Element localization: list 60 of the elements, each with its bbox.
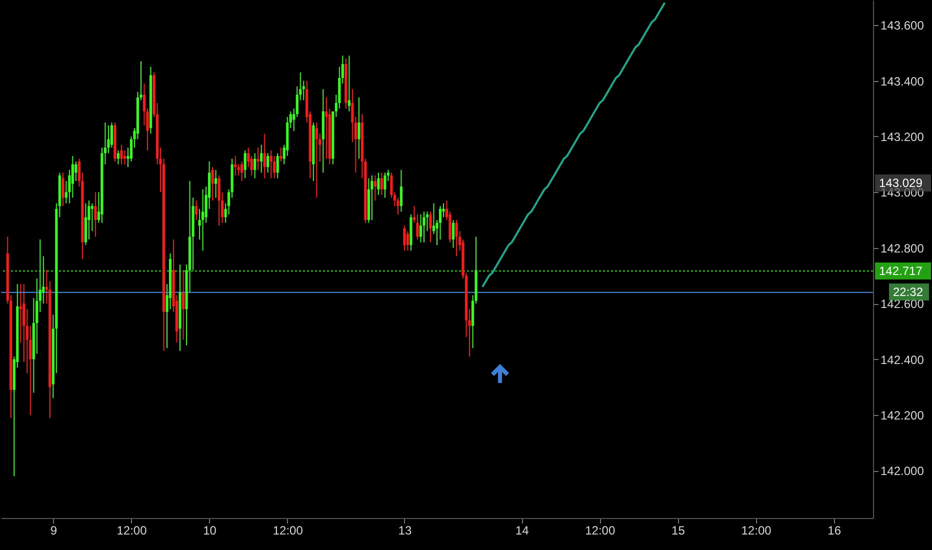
text: 143.029	[879, 176, 923, 190]
x-tick-label: 16	[828, 524, 842, 538]
candlestick	[270, 150, 272, 179]
x-tick-label: 12:00	[116, 524, 148, 538]
y-tick-label: 143.600	[880, 18, 924, 33]
candlestick	[384, 172, 386, 198]
candlestick	[419, 214, 422, 243]
x-tick-label: 12:00	[272, 524, 304, 538]
candlestick	[94, 192, 97, 238]
y-tick-label: 143.400	[880, 74, 924, 88]
candlestick	[214, 169, 218, 198]
candlestick	[244, 150, 246, 179]
candlestick	[315, 122, 318, 198]
x-tick-label: 14	[515, 524, 530, 538]
candlestick	[377, 172, 380, 196]
y-tick-label: 142.200	[880, 408, 924, 422]
x-tick-label: 13	[398, 524, 412, 538]
candlestick	[218, 174, 220, 226]
candlestick	[260, 144, 263, 174]
x-tick-label: 9	[50, 524, 58, 538]
x-tick-label: 12:00	[741, 524, 772, 538]
line-series	[482, 2, 666, 288]
candlestick	[429, 211, 432, 243]
candlestick	[422, 211, 426, 243]
candlestick	[400, 169, 403, 212]
candlestick	[120, 144, 123, 165]
ref-line-label: 142.717	[879, 264, 923, 278]
y-tick-label: 142.600	[880, 297, 924, 312]
candlestick	[266, 152, 270, 174]
candlestick	[90, 202, 94, 232]
candlestick	[374, 174, 376, 202]
x-tick-label: 10	[203, 524, 217, 538]
candlestick	[276, 152, 279, 179]
y-tick-label: 142.000	[880, 464, 924, 478]
candlestick	[240, 161, 244, 182]
x-tick-label: 12:00	[585, 524, 616, 538]
text: 22:32	[893, 285, 924, 299]
candlestick	[370, 174, 374, 221]
candlestick	[455, 220, 458, 257]
y-tick-label: 142.800	[880, 241, 924, 256]
candlestick	[403, 225, 406, 252]
candlestick	[256, 147, 260, 170]
candlestick	[406, 230, 410, 252]
candlestick	[211, 166, 214, 202]
candlestick	[74, 161, 78, 182]
candlestick	[201, 188, 204, 252]
candlestick	[62, 172, 64, 207]
candlestick	[116, 150, 120, 165]
candlestick	[254, 152, 256, 179]
candlestick	[380, 172, 383, 196]
x-tick-label: 15	[672, 524, 686, 538]
candlestick	[348, 55, 350, 112]
candlestick	[263, 133, 266, 179]
candlestick	[358, 96, 360, 160]
candlestick	[416, 214, 419, 240]
candlestick	[194, 200, 198, 221]
candlestick	[182, 270, 185, 340]
y-tick-label: 143.200	[880, 130, 924, 144]
candlestick	[452, 220, 455, 248]
y-tick-label: 142.400	[880, 352, 924, 367]
